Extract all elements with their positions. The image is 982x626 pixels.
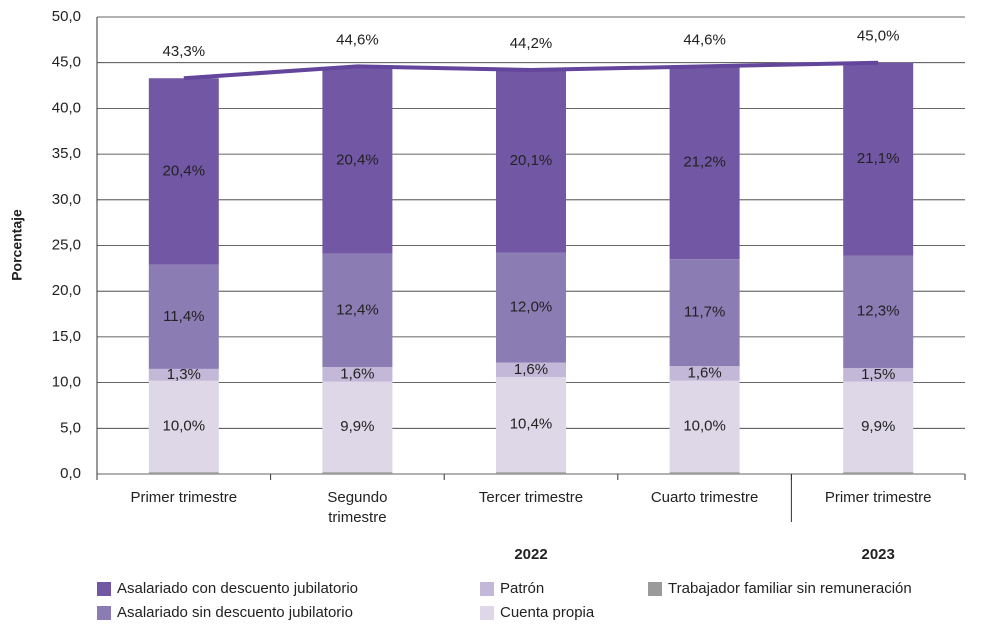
data-label: 10,0% xyxy=(683,417,726,434)
bar-segment xyxy=(322,381,393,473)
bar-segment xyxy=(496,377,566,473)
year-label: 2023 xyxy=(862,546,895,563)
legend-label: Patrón xyxy=(500,580,544,597)
x-tick-label: Primer trimestre xyxy=(130,489,238,506)
data-label: 21,1% xyxy=(857,150,900,167)
bar-segment xyxy=(322,253,393,368)
legend-label: Asalariado con descuento jubilatorio xyxy=(117,580,358,597)
line-label: 44,6% xyxy=(683,31,726,48)
legend-label: Cuenta propia xyxy=(500,604,595,621)
bar-segment xyxy=(669,259,740,367)
bar-segment xyxy=(843,62,914,256)
data-label: 1,5% xyxy=(861,366,895,383)
data-label: 12,4% xyxy=(336,301,379,318)
y-tick-label: 15,0 xyxy=(52,328,81,345)
legend-swatch xyxy=(97,606,111,620)
bar-segment xyxy=(148,472,219,474)
y-tick-label: 5,0 xyxy=(60,419,81,436)
bar-segment xyxy=(496,472,566,474)
total-line xyxy=(183,60,879,81)
legend-swatch xyxy=(480,606,494,620)
line-label: 45,0% xyxy=(857,28,900,45)
legend-swatch xyxy=(480,582,494,596)
line-label: 44,2% xyxy=(510,35,553,52)
x-tick-label: Tercer trimestre xyxy=(478,489,584,506)
bar-segment xyxy=(843,367,914,382)
data-label: 12,3% xyxy=(857,303,900,320)
bar-segment xyxy=(669,366,740,381)
bar-segment xyxy=(669,472,740,474)
bar-segment xyxy=(148,368,219,381)
bar-segment xyxy=(496,362,566,378)
bar-segment xyxy=(843,255,914,368)
y-tick-label: 10,0 xyxy=(52,374,81,391)
data-label: 20,1% xyxy=(510,152,553,169)
x-tick-label: Segundo trimestre xyxy=(327,489,388,526)
data-label: 12,0% xyxy=(510,299,553,316)
legend-swatch xyxy=(648,582,662,596)
line-label: 44,6% xyxy=(336,31,379,48)
data-label: 9,9% xyxy=(861,418,895,435)
x-tick-label: Cuarto trimestre xyxy=(650,489,759,506)
y-tick-label: 30,0 xyxy=(52,191,81,208)
bar-segment xyxy=(843,381,914,473)
data-label: 1,6% xyxy=(514,361,548,378)
bar-segment xyxy=(496,252,566,363)
data-label: 10,0% xyxy=(163,417,206,434)
data-label: 1,6% xyxy=(687,364,721,381)
y-tick-label: 40,0 xyxy=(52,99,81,116)
y-axis-label: Porcentaje xyxy=(9,209,25,281)
line-label: 43,3% xyxy=(163,43,206,60)
x-tick-label: Primer trimestre xyxy=(824,489,932,506)
bar-segment xyxy=(322,367,393,382)
bar-segment xyxy=(496,69,566,253)
data-label: 9,9% xyxy=(340,418,374,435)
data-label: 21,2% xyxy=(683,153,726,170)
data-label: 1,3% xyxy=(167,366,201,383)
data-label: 10,4% xyxy=(510,416,553,433)
bar-segment xyxy=(843,472,914,474)
bar-segment xyxy=(322,472,393,474)
data-label: 11,7% xyxy=(684,304,725,321)
bar-segment xyxy=(669,65,740,260)
bar-segment xyxy=(322,67,393,254)
y-tick-label: 35,0 xyxy=(52,145,81,162)
year-label: 2022 xyxy=(514,546,547,563)
data-label: 11,4% xyxy=(163,308,204,325)
bar-segment xyxy=(148,264,219,369)
bar-segment xyxy=(669,380,740,473)
data-label: 20,4% xyxy=(336,151,379,168)
y-tick-label: 0,0 xyxy=(60,465,81,482)
data-label: 1,6% xyxy=(340,365,374,382)
legend-label: Asalariado sin descuento jubilatorio xyxy=(117,604,353,621)
y-tick-label: 50,0 xyxy=(52,8,81,25)
y-tick-label: 25,0 xyxy=(52,236,81,253)
bar-segment xyxy=(148,78,219,265)
data-label: 20,4% xyxy=(163,162,206,179)
y-tick-label: 45,0 xyxy=(52,54,81,71)
legend-label: Trabajador familiar sin remuneración xyxy=(668,580,912,597)
y-tick-label: 20,0 xyxy=(52,282,81,299)
legend-swatch xyxy=(97,582,111,596)
bar-segment xyxy=(148,380,219,473)
